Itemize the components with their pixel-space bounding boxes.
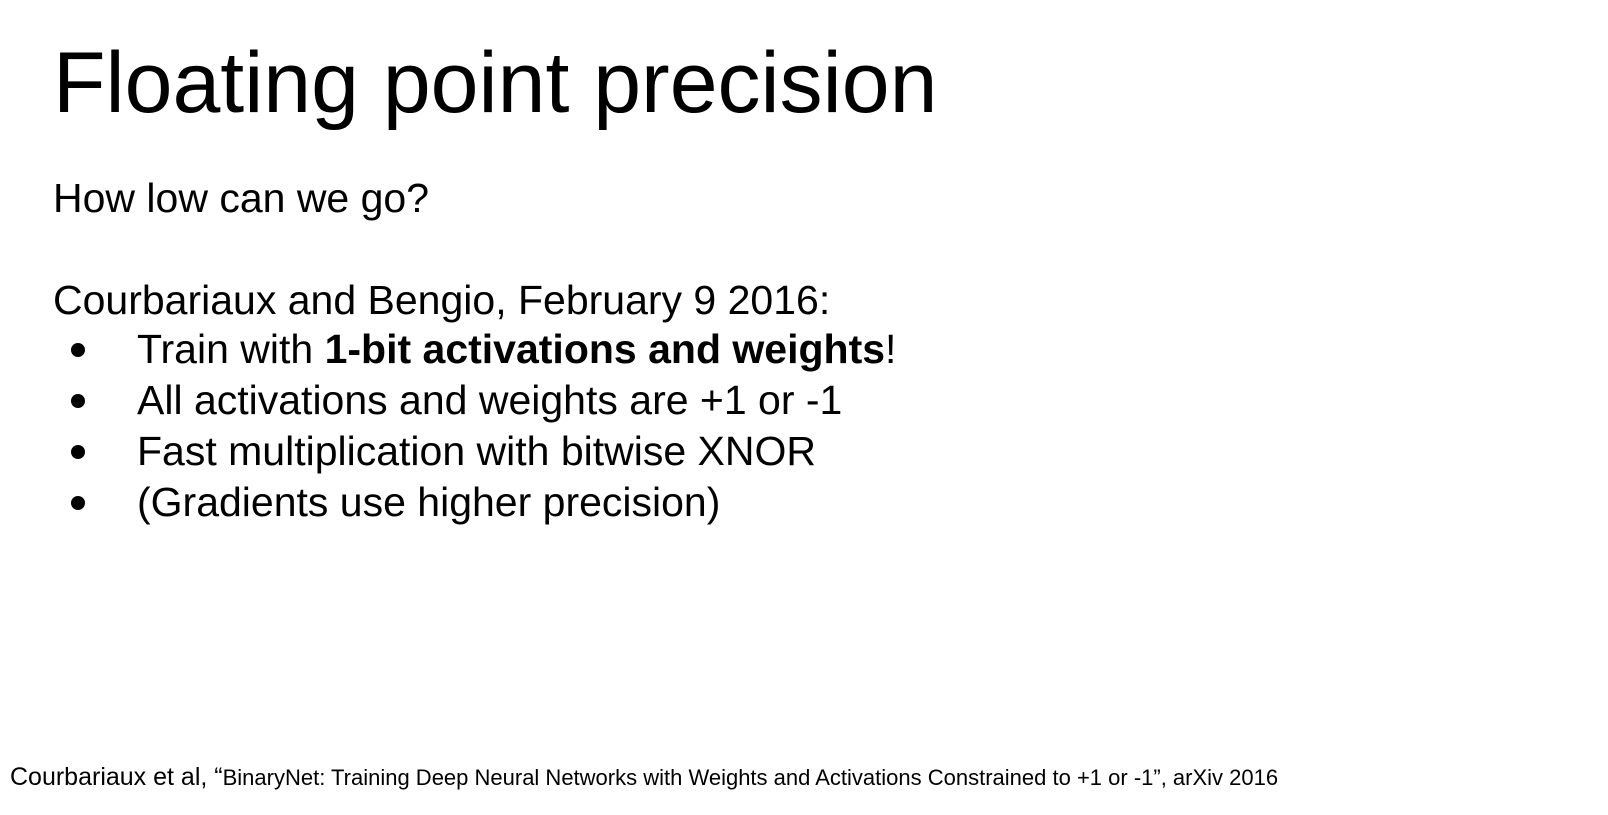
footer-reference: Courbariaux et al, “BinaryNet: Training … [10, 760, 1278, 798]
bullet-text: (Gradients use higher precision) [137, 479, 721, 525]
citation-intro: Courbariaux and Bengio, February 9 2016: [53, 277, 831, 323]
bullet-dot-icon [71, 343, 85, 357]
bullet-dot-icon [71, 496, 85, 510]
slide-title: Floating point precision [53, 35, 938, 131]
bullet-text-bold: 1-bit activations and weights [324, 326, 886, 372]
bullet-text-before: Train with [137, 326, 325, 372]
slide-subtitle: How low can we go? [53, 175, 430, 221]
bullet-text-after: ! [885, 326, 897, 372]
footer-authors: Courbariaux et al, “ [10, 763, 223, 791]
bullet-dot-icon [71, 445, 85, 459]
footer-paper-title: BinaryNet: Training Deep Neural Networks… [222, 765, 1279, 790]
bullet-text: Fast multiplication with bitwise XNOR [137, 428, 816, 474]
bullet-dot-icon [71, 394, 85, 408]
bullet-text: All activations and weights are +1 or -1 [137, 377, 843, 423]
bullet-text: Train with 1-bit activations and weights… [137, 324, 896, 375]
